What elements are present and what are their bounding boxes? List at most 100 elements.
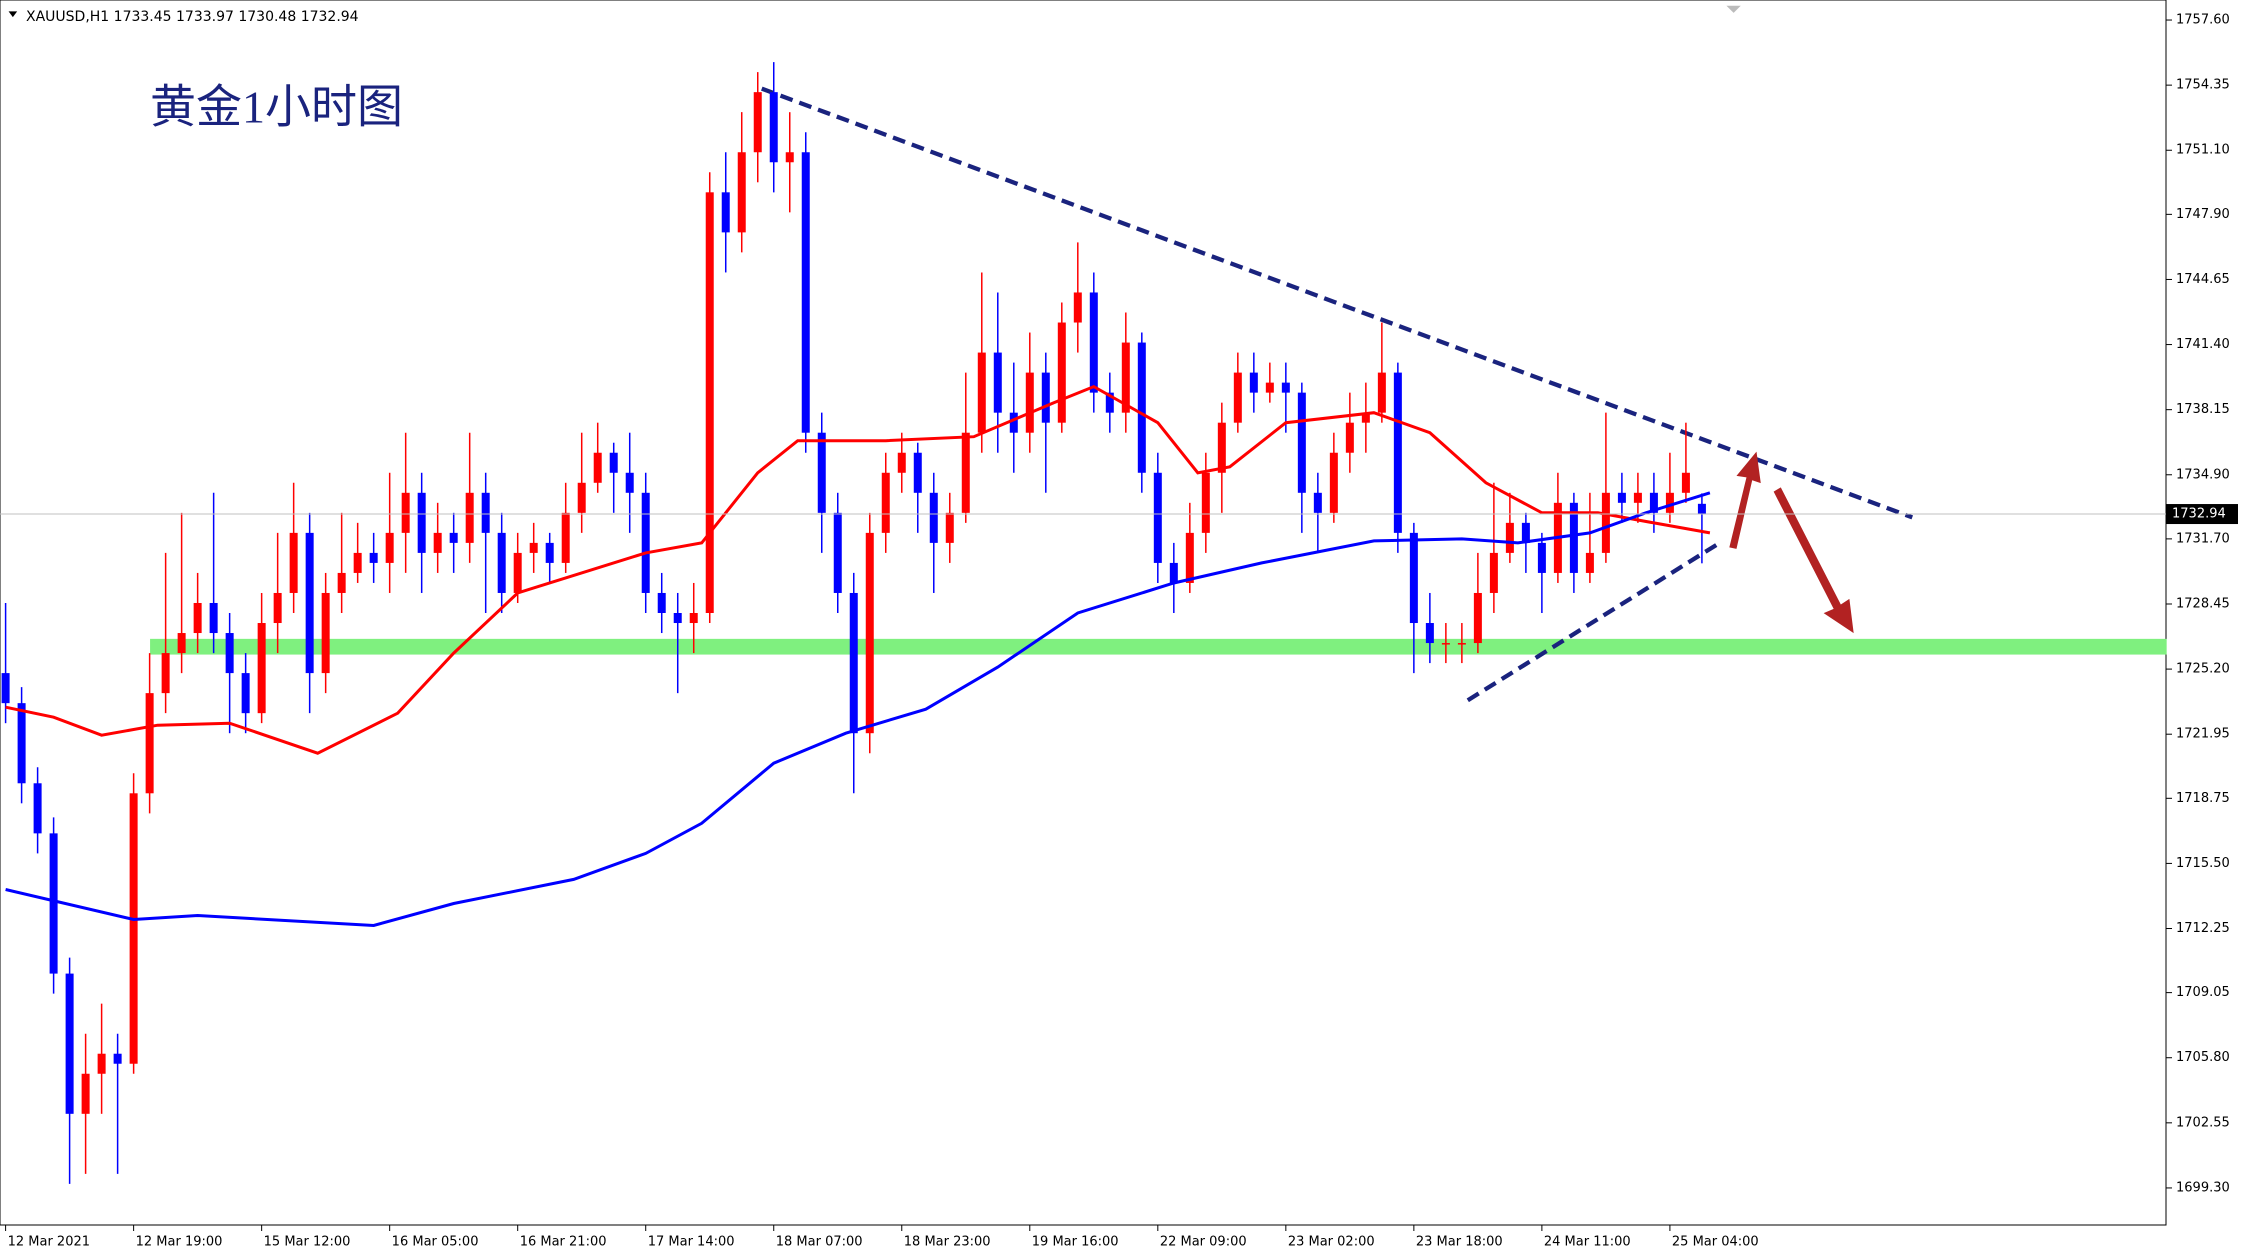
candle-body — [1505, 522, 1514, 553]
candle-body — [1345, 422, 1354, 453]
x-tick-label: 23 Mar 02:00 — [1288, 1235, 1375, 1250]
candle-body — [577, 482, 586, 513]
candle-body — [433, 532, 442, 553]
candle-body — [1137, 342, 1146, 473]
x-tick-label: 12 Mar 19:00 — [136, 1235, 223, 1250]
candle-body — [1457, 643, 1466, 645]
y-tick-label: 1731.70 — [2176, 531, 2230, 546]
candle-body — [1649, 492, 1658, 513]
x-tick-label: 23 Mar 18:00 — [1416, 1235, 1503, 1250]
candle-body — [1441, 643, 1450, 645]
candle-body — [1473, 592, 1482, 644]
candle-body — [1057, 322, 1066, 423]
candle-body — [1361, 412, 1370, 423]
candle-body — [657, 592, 666, 614]
x-tick-label: 16 Mar 21:00 — [520, 1235, 607, 1250]
candle-body — [321, 592, 330, 674]
candle-body — [129, 793, 138, 1064]
y-tick-label: 1757.60 — [2176, 13, 2230, 28]
y-tick-label: 1699.30 — [2176, 1180, 2230, 1195]
candle-body — [65, 973, 74, 1114]
x-tick-label: 15 Mar 12:00 — [264, 1235, 351, 1250]
x-tick-label: 12 Mar 2021 — [8, 1235, 90, 1250]
candle-body — [737, 152, 746, 233]
candle-body — [1281, 382, 1290, 393]
y-tick-label: 1741.40 — [2176, 337, 2230, 352]
candle-body — [705, 192, 714, 614]
candle-body — [33, 783, 42, 834]
y-tick-label: 1712.25 — [2176, 921, 2230, 936]
candle-body — [1089, 292, 1098, 393]
candle-body — [113, 1053, 122, 1064]
candle-body — [721, 192, 730, 233]
candle-body — [177, 633, 186, 654]
candle-body — [593, 452, 602, 483]
candle-body — [353, 552, 362, 573]
candle-body — [145, 693, 154, 794]
candle-body — [1585, 552, 1594, 573]
candle-body — [849, 592, 858, 734]
candle-body — [193, 602, 202, 634]
candle-body — [1, 673, 10, 704]
candle-body — [1073, 292, 1082, 323]
y-tick-label: 1734.90 — [2176, 467, 2230, 482]
y-tick-label: 1738.15 — [2176, 402, 2230, 417]
support-trendline — [1466, 541, 1721, 703]
candle-body — [913, 452, 922, 493]
candle-body — [257, 623, 266, 714]
candle-body — [1217, 422, 1226, 473]
candle-body — [1665, 492, 1674, 513]
candle-body — [1393, 372, 1402, 533]
candle-body — [17, 703, 26, 784]
candle-body — [81, 1073, 90, 1114]
candle-body — [609, 452, 618, 473]
last-price-box — [2166, 504, 2238, 525]
candle-body — [497, 532, 506, 593]
candle-body — [881, 472, 890, 533]
y-tick-label: 1747.90 — [2176, 207, 2230, 222]
candle-body — [769, 92, 778, 163]
candle-body — [1121, 342, 1130, 413]
y-tick-label: 1728.45 — [2176, 596, 2230, 611]
candle-body — [529, 542, 538, 553]
candle-body — [305, 532, 314, 674]
candle-body — [801, 152, 810, 433]
candle-body — [481, 492, 490, 533]
x-tick-label: 16 Mar 05:00 — [392, 1235, 479, 1250]
y-tick-label: 1744.65 — [2176, 272, 2230, 287]
candle-body — [337, 572, 346, 593]
candle-body — [545, 542, 554, 563]
candle-body — [465, 492, 474, 543]
support-band — [150, 638, 2167, 655]
candle-body — [945, 512, 954, 543]
candle-body — [689, 613, 698, 624]
candle-body — [1681, 472, 1690, 493]
candle-body — [401, 492, 410, 533]
x-tick-label: 19 Mar 16:00 — [1032, 1235, 1119, 1250]
candle-body — [1233, 372, 1242, 423]
candle-body — [785, 152, 794, 163]
x-tick-label: 25 Mar 04:00 — [1672, 1235, 1759, 1250]
down-arrow — [1773, 487, 1854, 634]
candle-body — [449, 532, 458, 543]
candle-body — [817, 432, 826, 513]
candle-body — [1697, 503, 1706, 515]
moving-average — [5, 491, 1711, 928]
candle-body — [1025, 372, 1034, 433]
candle-body — [993, 352, 1002, 413]
candle-body — [97, 1053, 106, 1074]
annotations — [8, 5, 2167, 703]
candle-body — [753, 92, 762, 153]
candle-body — [1601, 492, 1610, 553]
x-tick-label: 18 Mar 23:00 — [904, 1235, 991, 1250]
candle-body — [209, 602, 218, 634]
candle-body — [1297, 392, 1306, 493]
candle-body — [369, 552, 378, 563]
candle-body — [1009, 412, 1018, 433]
x-tick-label: 22 Mar 09:00 — [1160, 1235, 1247, 1250]
candle-body — [1185, 532, 1194, 583]
y-tick-label: 1751.10 — [2176, 143, 2230, 158]
shift-marker — [1726, 5, 1741, 13]
x-tick-label: 18 Mar 07:00 — [776, 1235, 863, 1250]
candle-body — [1201, 472, 1210, 533]
